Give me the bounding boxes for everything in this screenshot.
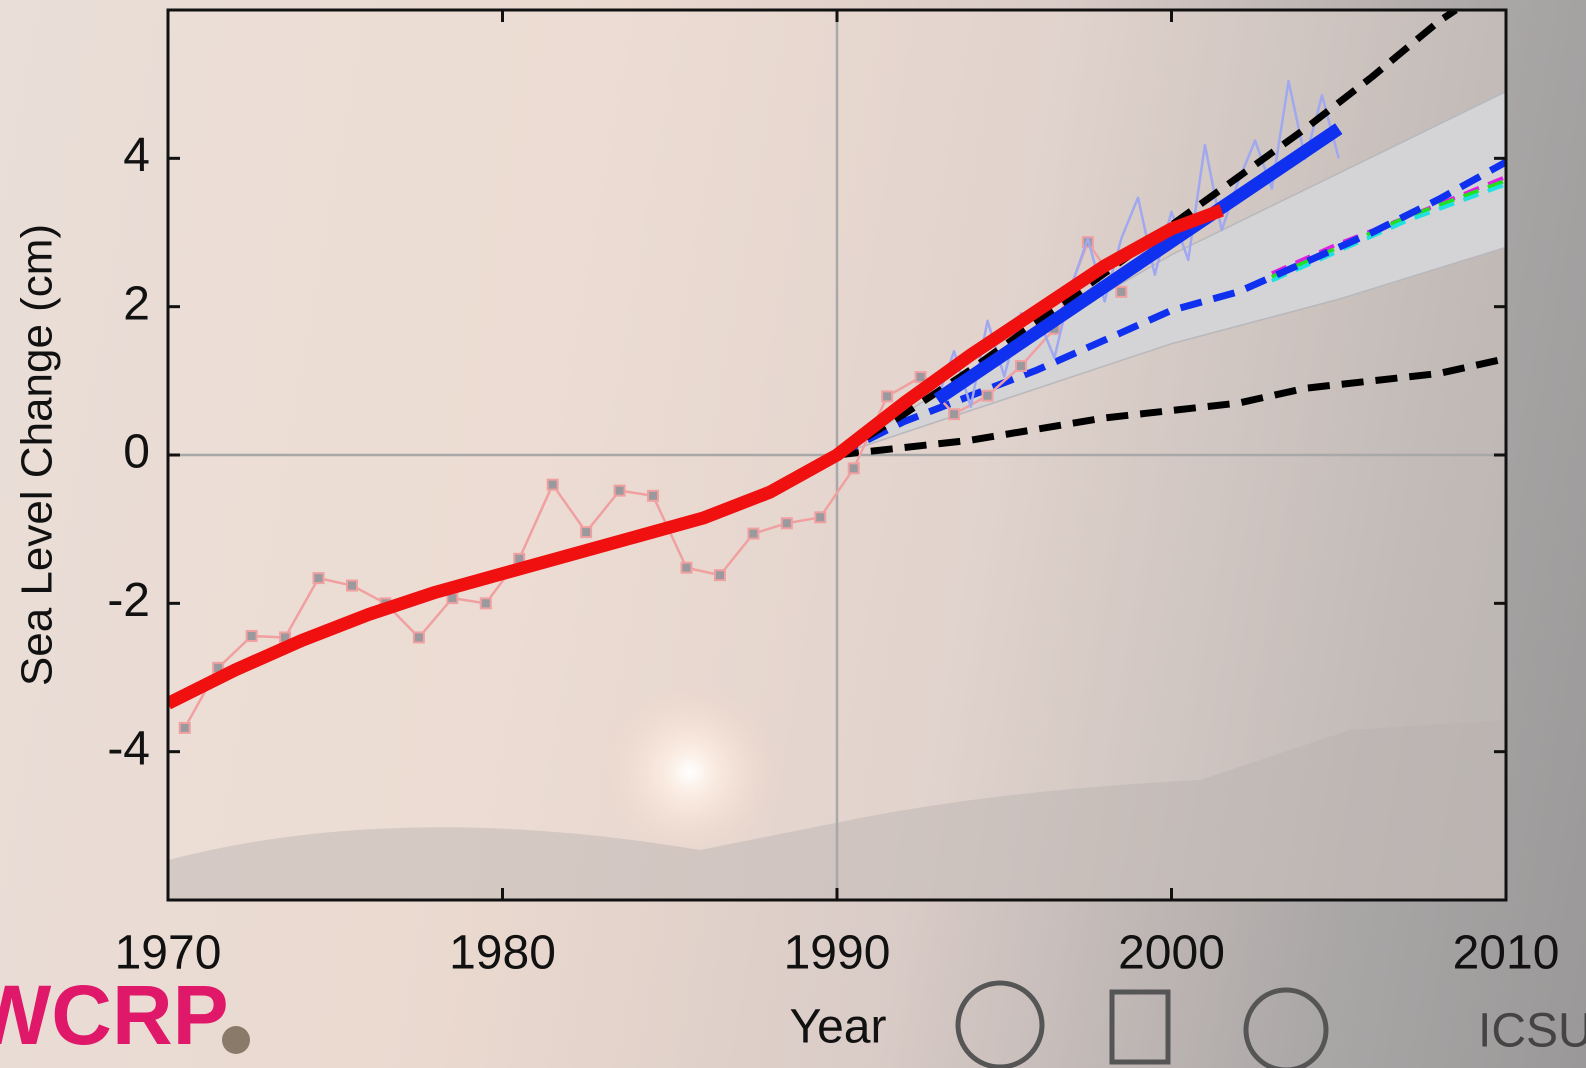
x-tick-label: 2000	[1118, 927, 1225, 980]
data-point	[581, 527, 591, 537]
data-point	[414, 632, 424, 642]
data-point	[983, 391, 993, 401]
data-point	[949, 409, 959, 419]
data-point	[247, 631, 257, 641]
x-tick-label: 1990	[784, 927, 891, 980]
y-tick-label: -2	[107, 574, 150, 627]
data-point	[180, 723, 190, 733]
x-tick-label: 2010	[1453, 927, 1560, 980]
data-point	[748, 529, 758, 539]
sun	[600, 682, 780, 862]
logo-text: WCRP	[0, 968, 229, 1062]
data-point	[681, 563, 691, 573]
logo-text: ICSU	[1478, 1005, 1586, 1058]
y-tick-label: 0	[123, 426, 150, 479]
y-tick-label: 2	[123, 277, 150, 330]
page: {"chart_data": {"type": "line", "xlabel"…	[0, 0, 1586, 1068]
y-axis-label: Sea Level Change (cm)	[13, 224, 62, 686]
data-point	[615, 486, 625, 496]
logo-globe	[222, 1026, 250, 1054]
data-point	[648, 491, 658, 501]
data-point	[1116, 287, 1126, 297]
data-point	[347, 581, 357, 591]
data-point	[481, 598, 491, 608]
y-tick-label: -4	[107, 722, 150, 775]
chart: -4-202419701980199020002010 Sea Level Ch…	[0, 0, 1586, 1068]
x-axis-label: Year	[790, 1001, 887, 1054]
data-point	[882, 391, 892, 401]
logo-wmo	[958, 983, 1042, 1067]
data-point	[815, 512, 825, 522]
data-point	[314, 573, 324, 583]
logo-unesco	[1112, 992, 1168, 1062]
data-point	[1016, 361, 1026, 371]
data-point	[715, 570, 725, 580]
logo-ioc	[1246, 990, 1326, 1068]
data-point	[782, 518, 792, 528]
x-tick-label: 1980	[449, 927, 556, 980]
data-point	[548, 480, 558, 490]
data-point	[849, 463, 859, 473]
y-tick-label: 4	[123, 129, 150, 182]
